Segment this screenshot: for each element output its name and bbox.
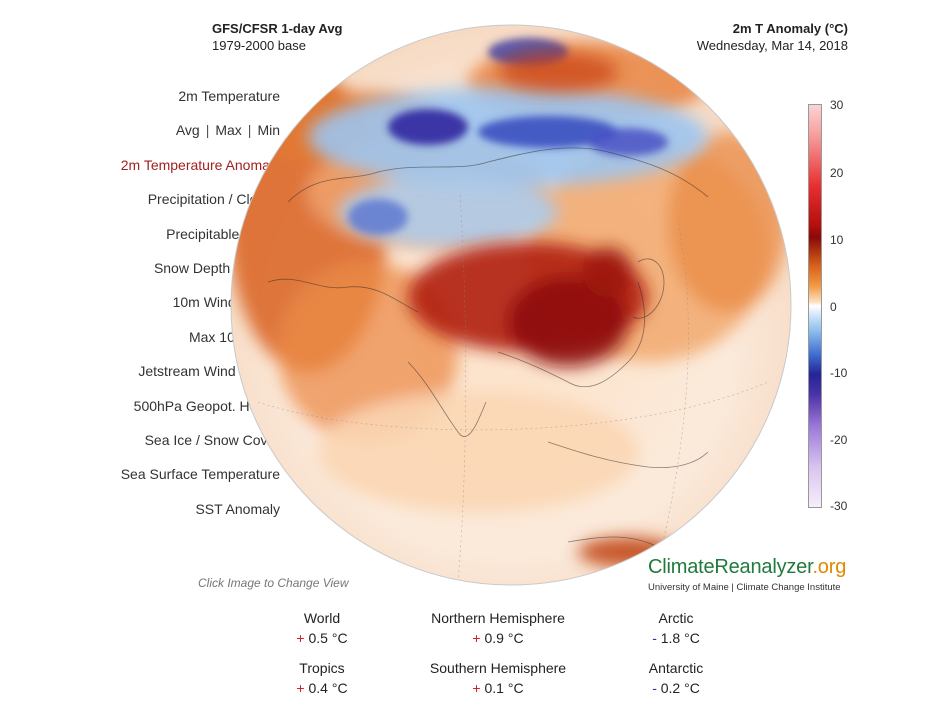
stat-value: 0.9 °C xyxy=(484,630,524,646)
globe-map[interactable] xyxy=(228,22,794,588)
menu-item-2m-temperature-anomaly[interactable]: 2m Temperature Anomaly xyxy=(120,156,280,173)
stat-value: 0.5 °C xyxy=(308,630,348,646)
brand-name: ClimateReanalyzer xyxy=(648,556,813,578)
variable-menu: 2m Temperature Avg | Max | Min 2m Temperatur… xyxy=(20,86,280,533)
menu-item-500hpa-geopot-height[interactable]: 500hPa Geopot. Height xyxy=(133,397,280,414)
globe-map-image[interactable] xyxy=(228,22,794,588)
menu-item-2m-temperature[interactable]: 2m Temperature xyxy=(178,88,280,104)
menu-item-sea-surface-temperature[interactable]: Sea Surface Temperature xyxy=(120,466,280,483)
change-view-hint: Click Image to Change View xyxy=(198,576,349,590)
menu-item-avg-max-min: Avg | Max | Min xyxy=(20,120,280,154)
stat-label: Tropics xyxy=(299,660,345,676)
stat-value: 1.8 °C xyxy=(660,630,700,646)
brand-subtitle: University of Maine | Climate Change Ins… xyxy=(648,582,841,593)
stat-world: World + 0.5 °C xyxy=(222,608,422,648)
stat-label: Antarctic xyxy=(648,660,704,676)
colorbar xyxy=(808,104,822,508)
colorbar-tick: -20 xyxy=(830,433,848,447)
stat-sign: + xyxy=(296,680,305,696)
menu-item-sea-ice-snow-cover[interactable]: Sea Ice / Snow Cover xyxy=(144,431,280,448)
menu-item-avg[interactable]: Avg xyxy=(175,122,200,139)
dataset-baseline: 1979-2000 base xyxy=(212,38,306,53)
stat-value: 0.1 °C xyxy=(484,680,524,696)
stat-southern-hemisphere: Southern Hemisphere + 0.1 °C xyxy=(398,658,598,698)
stat-value: 0.2 °C xyxy=(660,680,700,696)
colorbar-tick: 20 xyxy=(830,166,844,180)
stat-label: World xyxy=(303,610,341,626)
stat-sign: - xyxy=(652,630,657,646)
stat-label: Southern Hemisphere xyxy=(429,660,567,676)
menu-item-min[interactable]: Min xyxy=(257,122,280,139)
menu-item-precipitation-clouds[interactable]: Precipitation / Clouds xyxy=(147,191,280,208)
colorbar-tick: 10 xyxy=(830,233,844,247)
stat-value: 0.4 °C xyxy=(308,680,348,696)
header-right: 2m T Anomaly (°C) Wednesday, Mar 14, 201… xyxy=(697,20,848,54)
stat-sign: + xyxy=(472,680,481,696)
date-label: Wednesday, Mar 14, 2018 xyxy=(696,38,848,53)
menu-item-max[interactable]: Max xyxy=(215,122,242,139)
stat-sign: + xyxy=(296,630,305,646)
stat-northern-hemisphere: Northern Hemisphere + 0.9 °C xyxy=(398,608,598,648)
colorbar-tick: -10 xyxy=(830,366,848,380)
colorbar-tick: -30 xyxy=(830,499,848,513)
separator: | xyxy=(205,122,210,139)
dataset-title: GFS/CFSR 1-day Avg xyxy=(212,21,343,36)
stat-sign: - xyxy=(652,680,657,696)
stat-arctic: Arctic - 1.8 °C xyxy=(576,608,776,648)
header-left: GFS/CFSR 1-day Avg 1979-2000 base xyxy=(212,20,343,54)
brand-tld: .org xyxy=(812,556,847,578)
colorbar-tick: 30 xyxy=(830,98,844,112)
colorbar-tick: 0 xyxy=(830,300,837,314)
brand-logo[interactable]: ClimateReanalyzer.org xyxy=(648,556,846,579)
variable-title: 2m T Anomaly (°C) xyxy=(732,21,848,36)
stat-label: Arctic xyxy=(658,610,694,626)
stat-label: Northern Hemisphere xyxy=(431,610,565,626)
stat-antarctic: Antarctic - 0.2 °C xyxy=(576,658,776,698)
stat-sign: + xyxy=(472,630,481,646)
menu-item-sst-anomaly[interactable]: SST Anomaly xyxy=(195,500,280,517)
separator: | xyxy=(247,122,252,139)
stat-tropics: Tropics + 0.4 °C xyxy=(222,658,422,698)
